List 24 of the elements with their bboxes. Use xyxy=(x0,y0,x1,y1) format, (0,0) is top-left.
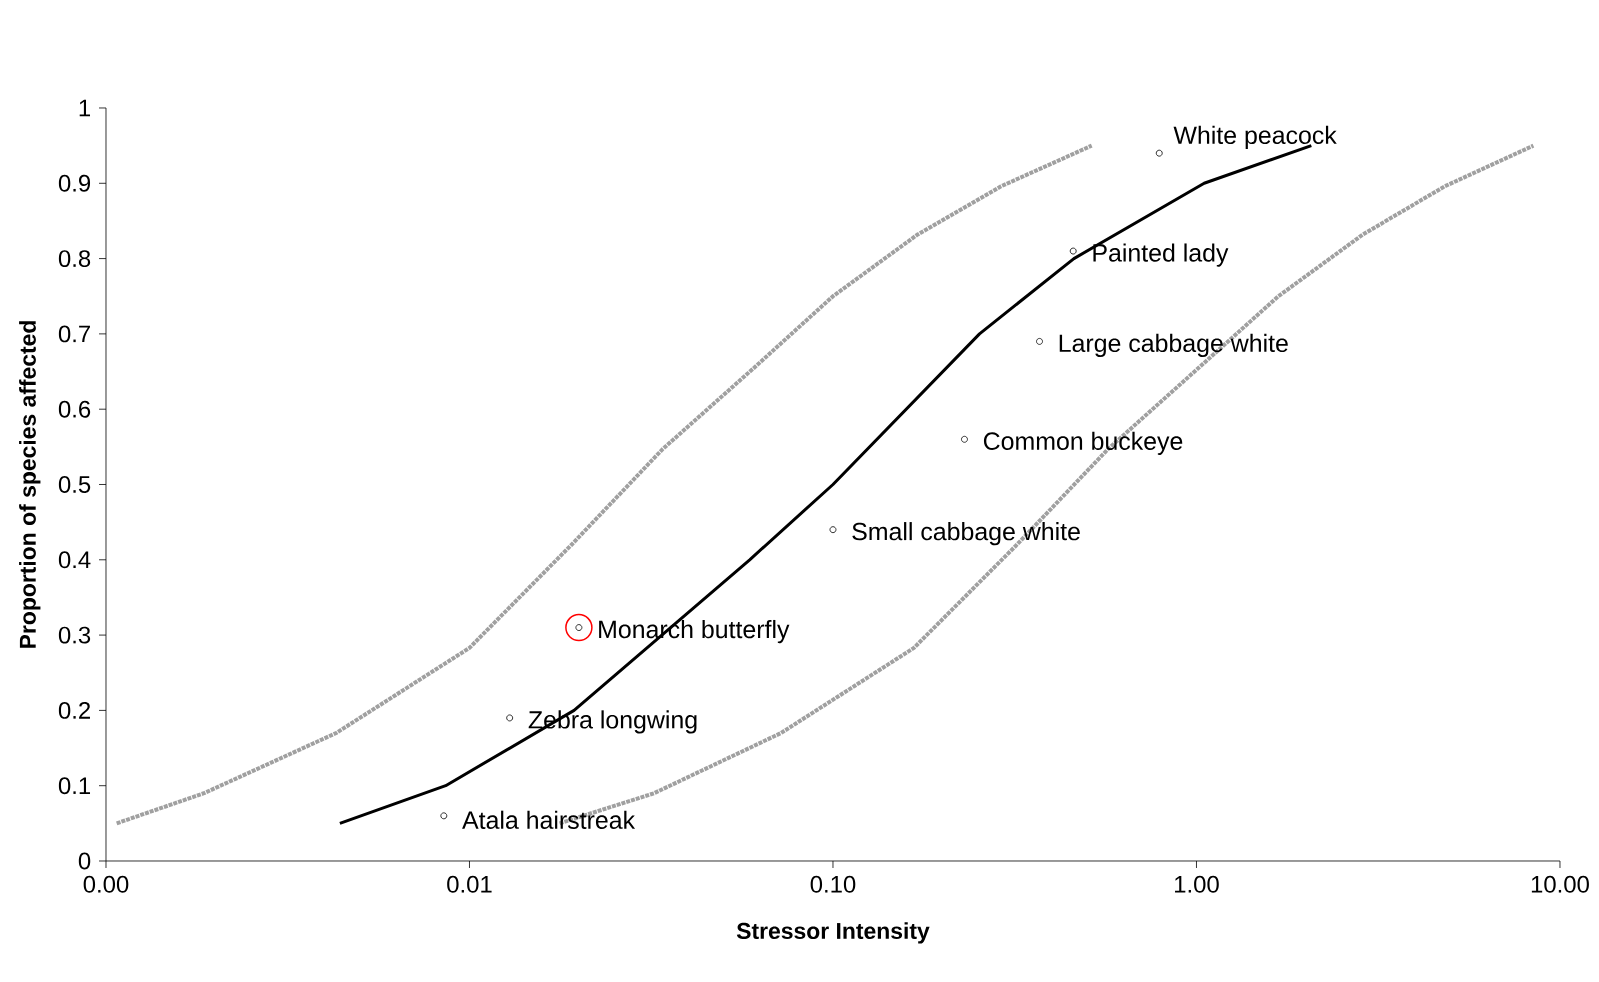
y-tick-label: 0.7 xyxy=(58,325,90,343)
y-tick-label: 0.8 xyxy=(58,250,91,268)
y-tick-label: 1 xyxy=(79,99,91,117)
y-tick-label: 0 xyxy=(78,852,91,870)
y-tick-label: 0.3 xyxy=(58,626,91,644)
x-tick-label: 10.00 xyxy=(1531,875,1589,893)
x-tick-label: 0.01 xyxy=(447,875,492,893)
y-tick-label: 0.4 xyxy=(58,551,91,569)
annotation: Small cabbage white xyxy=(852,522,1080,546)
y-axis-title: Proportion of species affected xyxy=(19,321,41,648)
x-tick-label: 0.00 xyxy=(83,875,129,893)
annotation: White peacock xyxy=(1173,125,1337,149)
y-tick-label: 0.2 xyxy=(58,701,90,719)
y-tick-label: 0.1 xyxy=(58,777,91,795)
annotation: Atala hairstreak xyxy=(462,810,636,829)
y-tick-label: 0.5 xyxy=(58,476,91,493)
x-axis-title: Stressor Intensity xyxy=(736,922,930,944)
annotation: Painted lady xyxy=(1093,243,1229,267)
y-tick-label: 0.6 xyxy=(58,400,91,418)
x-tick-label: 1.00 xyxy=(1175,875,1219,893)
y-tick-label: 0.9 xyxy=(58,174,91,192)
annotation: Common buckeye xyxy=(983,431,1183,455)
x-tick-label: 0.10 xyxy=(810,875,856,893)
annotation: Large cabbage white xyxy=(1059,333,1288,358)
